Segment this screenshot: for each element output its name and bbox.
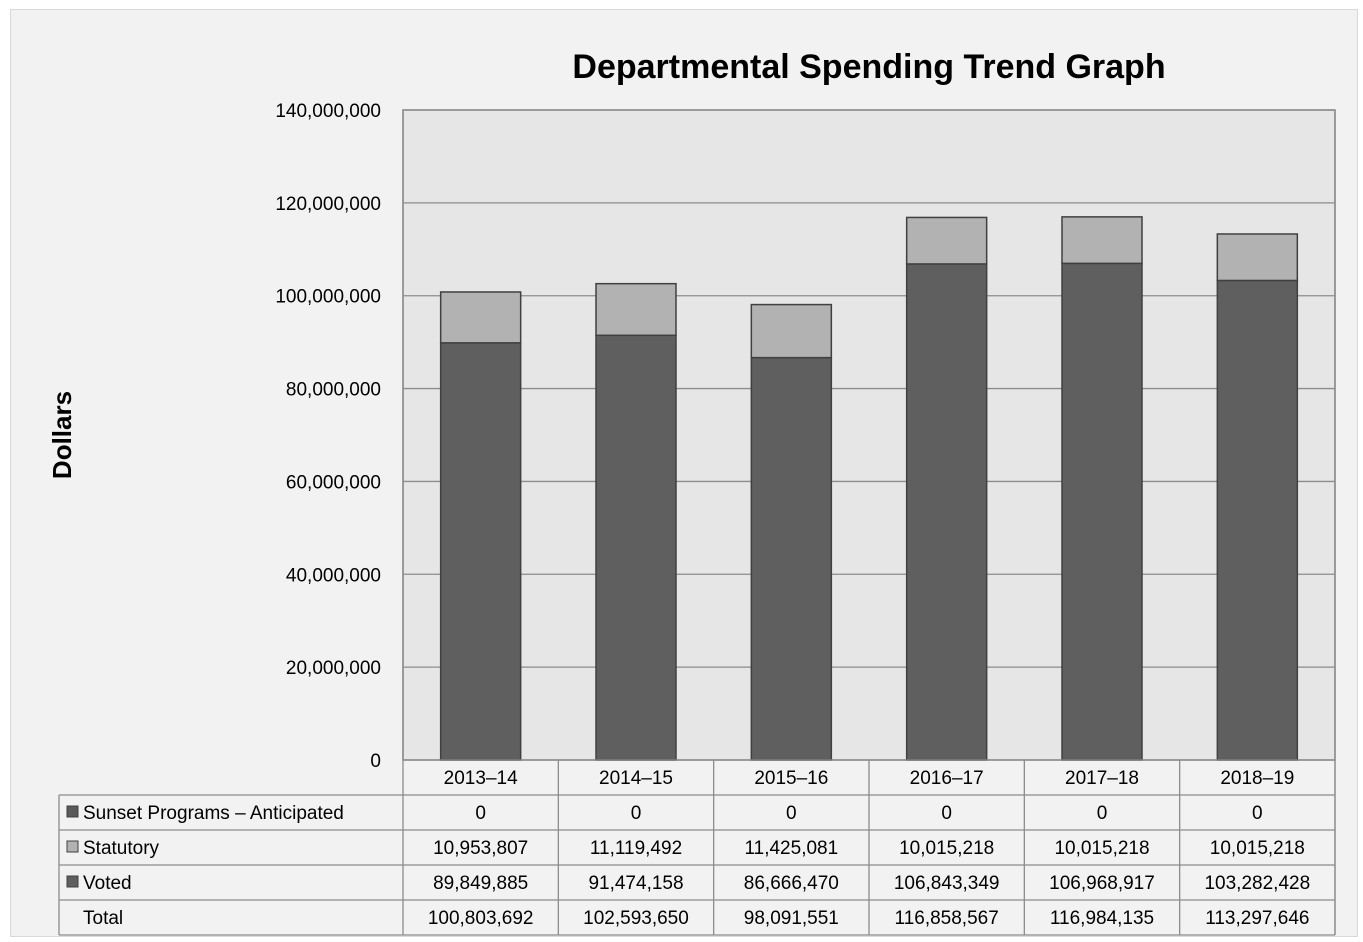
y-tick-label: 100,000,000 [275,287,381,308]
legend-key [66,805,79,818]
data-label: 86,666,470 [744,873,839,894]
data-label: 11,119,492 [590,838,682,859]
data-label: 98,091,551 [744,908,839,929]
bar-statutory-1 [595,282,677,337]
bars [439,216,1299,761]
data-label: 116,858,567 [895,908,999,929]
bar-statutory-4 [1061,216,1143,265]
y-tick-label: 120,000,000 [275,194,381,215]
y-tick-label: 60,000,000 [286,472,381,493]
bar-statutory-3 [905,216,988,265]
bar-voted-3 [905,263,988,761]
chart-frame: 0 20,000,000 40,000,000 60,000,000 80,000,00… [10,9,1358,937]
data-label: 0 [475,803,486,824]
x-tick-label: 2014–15 [599,768,673,789]
spending-trend-chart: 0 20,000,000 40,000,000 60,000,000 80,000,00… [47,48,1336,936]
data-label: 106,968,917 [1049,873,1155,894]
bar-voted-2 [750,356,833,761]
data-label: 0 [631,803,642,824]
data-label: 103,282,428 [1204,873,1310,894]
data-label: 0 [1097,803,1108,824]
data-label: 106,843,349 [894,873,1000,894]
y-tick-label: 80,000,000 [286,380,381,401]
bar-voted-4 [1061,262,1143,761]
data-label: 102,593,650 [583,908,689,929]
data-table: 2013–14 2014–15 2015–16 2016–17 2017–18 2018–… [58,759,1336,936]
data-label: 113,297,646 [1205,908,1309,929]
data-label: 0 [941,803,952,824]
chart-title: Departmental Spending Trend Graph [572,48,1165,86]
data-label: 11,425,081 [744,838,838,859]
bar-statutory-2 [750,303,833,359]
data-label: 10,953,807 [433,838,528,859]
y-axis-ticks: 0 20,000,000 40,000,000 60,000,000 80,000,00… [275,101,381,772]
data-label: 10,015,218 [1054,838,1149,859]
y-tick-label: 140,000,000 [275,101,381,122]
bar-voted-0 [439,342,522,761]
table-row-label: Total [83,908,123,929]
data-label: 10,015,218 [899,838,994,859]
x-tick-label: 2013–14 [444,768,518,789]
data-label: 89,849,885 [433,873,528,894]
table-row-label: Voted [83,873,132,894]
x-tick-label: 2015–16 [754,768,828,789]
y-axis-label: Dollars [47,391,77,479]
data-label: 0 [786,803,797,824]
gridlines [403,109,1335,668]
table-row-label: Sunset Programs – Anticipated [83,803,344,824]
data-label: 91,474,158 [588,873,683,894]
plot-area [402,109,1336,761]
x-tick-label: 2016–17 [910,768,984,789]
data-label: 116,984,135 [1050,908,1154,929]
data-label: 100,803,692 [428,908,534,929]
bar-statutory-5 [1216,233,1299,282]
legend-key [66,875,79,888]
y-tick-label: 20,000,000 [286,658,381,679]
bar-statutory-0 [439,291,522,344]
table-row-label: Statutory [83,838,160,859]
y-tick-label: 40,000,000 [286,565,381,586]
bar-voted-1 [595,334,677,761]
bar-voted-5 [1216,279,1299,761]
x-tick-label: 2017–18 [1065,768,1139,789]
x-tick-label: 2018–19 [1220,768,1294,789]
legend-key [66,840,79,853]
data-label: 10,015,218 [1210,838,1305,859]
y-tick-label: 0 [370,751,381,772]
data-label: 0 [1252,803,1263,824]
